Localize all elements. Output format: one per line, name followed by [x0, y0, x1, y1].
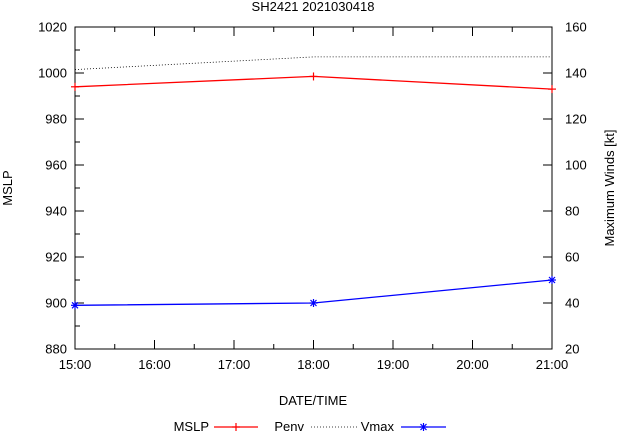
y2-tick-label: 60: [565, 250, 579, 265]
y2-tick-label: 140: [565, 66, 587, 81]
x-tick-label: 20:00: [456, 357, 489, 372]
x-axis-title: DATE/TIME: [279, 393, 348, 408]
y-tick-label: 920: [45, 250, 67, 265]
y-tick-label: 900: [45, 296, 67, 311]
y-tick-label: 880: [45, 342, 67, 357]
plot-area: 880 900 920 940 960 980 1000 1020 20 40 60 80 100 120…: [38, 20, 587, 373]
y-tick-label: 960: [45, 158, 67, 173]
x-tick-label: 18:00: [297, 357, 330, 372]
chart-title: SH2421 2021030418: [252, 0, 375, 14]
legend: MSLP Penv Vmax: [174, 419, 446, 432]
y2-tick-label: 100: [565, 158, 587, 173]
x-tick-label: 21:00: [536, 357, 569, 372]
x-tick-label: 17:00: [218, 357, 251, 372]
legend-label-penv: Penv: [274, 419, 304, 432]
x-tick-label: 15:00: [59, 357, 92, 372]
x-tick-label: 19:00: [377, 357, 410, 372]
series-line-penv: [74, 56, 552, 70]
data-point-vmax: [309, 299, 318, 307]
legend-marker-mslp: [232, 423, 240, 431]
data-point-mslp: [71, 82, 79, 91]
data-point-vmax: [71, 301, 79, 310]
y-tick-label: 1020: [38, 20, 67, 35]
data-point-mslp: [309, 72, 318, 81]
y2-tick-label: 120: [565, 112, 587, 127]
legend-label-mslp: MSLP: [174, 419, 209, 432]
y-axis-title: MSLP: [0, 170, 15, 205]
legend-marker-vmax: [419, 423, 428, 431]
y-tick-label: 980: [45, 112, 67, 127]
data-point-vmax: [548, 276, 556, 284]
y2-tick-label: 160: [565, 20, 587, 35]
y-tick-label: 940: [45, 204, 67, 219]
y2-tick-label: 40: [565, 296, 579, 311]
y-tick-label: 1000: [38, 66, 67, 81]
y2-axis-title: Maximum Winds [kt]: [602, 129, 617, 246]
y2-tick-label: 20: [565, 342, 579, 357]
data-point-mslp: [548, 85, 556, 94]
legend-label-vmax: Vmax: [361, 419, 395, 432]
y2-tick-label: 80: [565, 204, 579, 219]
x-tick-label: 16:00: [138, 357, 171, 372]
